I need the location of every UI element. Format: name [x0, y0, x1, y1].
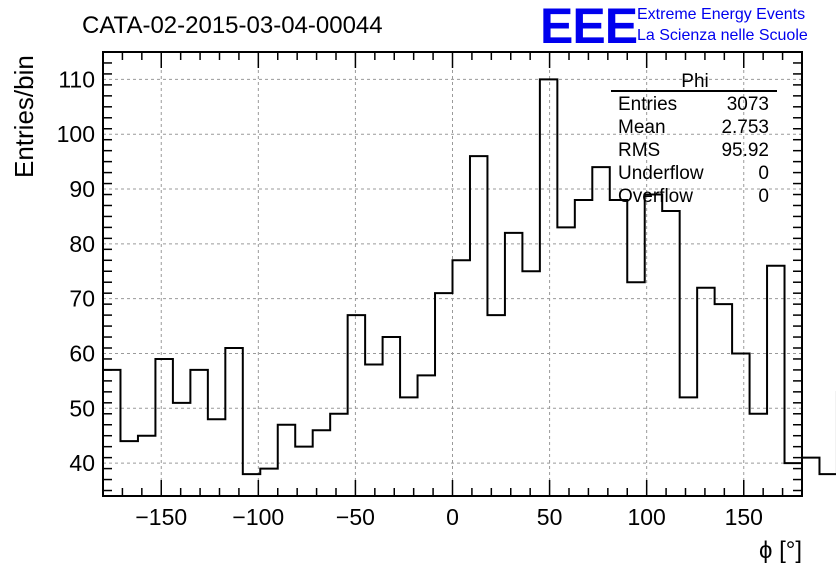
- stats-label: Overflow: [618, 186, 693, 207]
- x-tick-label: −150: [135, 504, 187, 530]
- stats-box-title: Phi: [681, 71, 708, 92]
- y-tick-label: 70: [69, 286, 95, 312]
- stats-label: RMS: [618, 140, 660, 161]
- eee-logo-mark: EEE: [540, 0, 637, 54]
- stats-value: 2.753: [721, 117, 769, 138]
- x-tick-label: 100: [627, 504, 665, 530]
- stats-value: 0: [758, 186, 769, 207]
- y-tick-label: 80: [69, 231, 95, 257]
- grid-lines: [103, 52, 802, 496]
- eee-logo: EEE Extreme Energy Events La Scienza nel…: [540, 0, 808, 54]
- stats-label: Mean: [618, 117, 666, 138]
- y-tick-label: 50: [69, 395, 95, 421]
- logo-line-2: La Scienza nelle Scuole: [637, 27, 808, 44]
- tick-labels: −150 −100 −50 0 50 100 150 40 50 60 70 80 90 100 110: [57, 66, 763, 530]
- y-axis-label: Entries/bin: [9, 55, 39, 178]
- logo-line-1: Extreme Energy Events: [637, 6, 805, 23]
- x-axis-label: ϕ [°]: [759, 537, 802, 564]
- chart-title: CATA-02-2015-03-04-00044: [82, 12, 383, 39]
- x-tick-label: −100: [232, 504, 284, 530]
- y-tick-label: 60: [69, 340, 95, 366]
- stats-label: Underflow: [618, 163, 704, 184]
- x-tick-label: −50: [336, 504, 375, 530]
- plot-frame: [102, 51, 803, 497]
- y-tick-label: 90: [69, 176, 95, 202]
- y-tick-label: 100: [57, 121, 95, 147]
- y-tick-label: 110: [58, 66, 95, 92]
- stats-label: Entries: [618, 94, 677, 115]
- stats-box: Phi Entries 3073 Mean 2.753 RMS 95.92 Underflo…: [611, 71, 777, 207]
- axis-ticks: [103, 51, 803, 496]
- stats-value: 95.92: [721, 140, 769, 161]
- x-tick-label: 50: [537, 504, 563, 530]
- x-tick-label: 0: [446, 504, 459, 530]
- stats-value: 0: [758, 163, 769, 184]
- histogram-outline: [103, 78, 836, 476]
- y-tick-label: 40: [69, 450, 95, 476]
- x-tick-label: 150: [725, 504, 763, 530]
- stats-value: 3073: [727, 94, 769, 115]
